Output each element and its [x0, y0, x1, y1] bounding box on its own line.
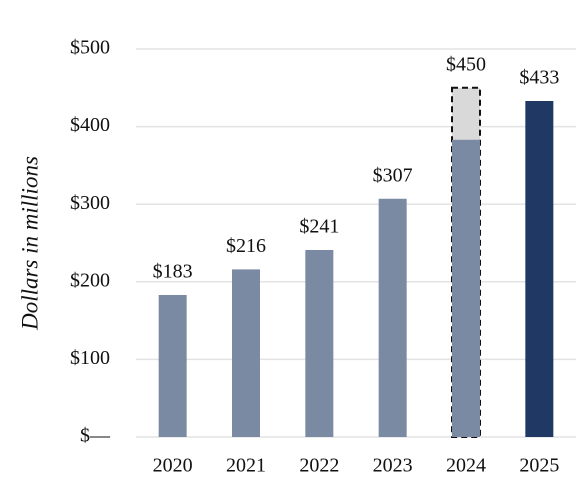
bar	[378, 198, 407, 437]
y-tick-label: $100	[70, 347, 110, 369]
y-tick-label: $—	[80, 425, 111, 447]
y-axis-label: Dollars in millions	[17, 156, 42, 331]
x-tick-label: 2021	[226, 455, 266, 477]
value-label: $433	[519, 67, 559, 89]
x-tick-label: 2023	[373, 455, 413, 477]
x-tick-label: 2025	[519, 455, 559, 477]
bar	[232, 269, 260, 437]
bar	[452, 139, 480, 438]
bar	[158, 294, 187, 437]
x-tick-label: 2022	[299, 455, 339, 477]
value-label: $450	[446, 53, 486, 75]
y-tick-label: $300	[70, 192, 110, 214]
y-tick-label: $500	[70, 37, 110, 59]
value-label: $241	[299, 216, 339, 238]
x-tick-label: 2020	[153, 455, 193, 477]
value-label: $307	[373, 164, 413, 186]
y-tick-label: $200	[70, 269, 110, 291]
y-tick-label: $400	[70, 114, 110, 136]
value-label: $216	[226, 235, 266, 257]
value-label: $183	[153, 261, 193, 283]
x-tick-label: 2024	[446, 455, 486, 477]
bar	[525, 100, 554, 437]
bar	[305, 249, 334, 437]
